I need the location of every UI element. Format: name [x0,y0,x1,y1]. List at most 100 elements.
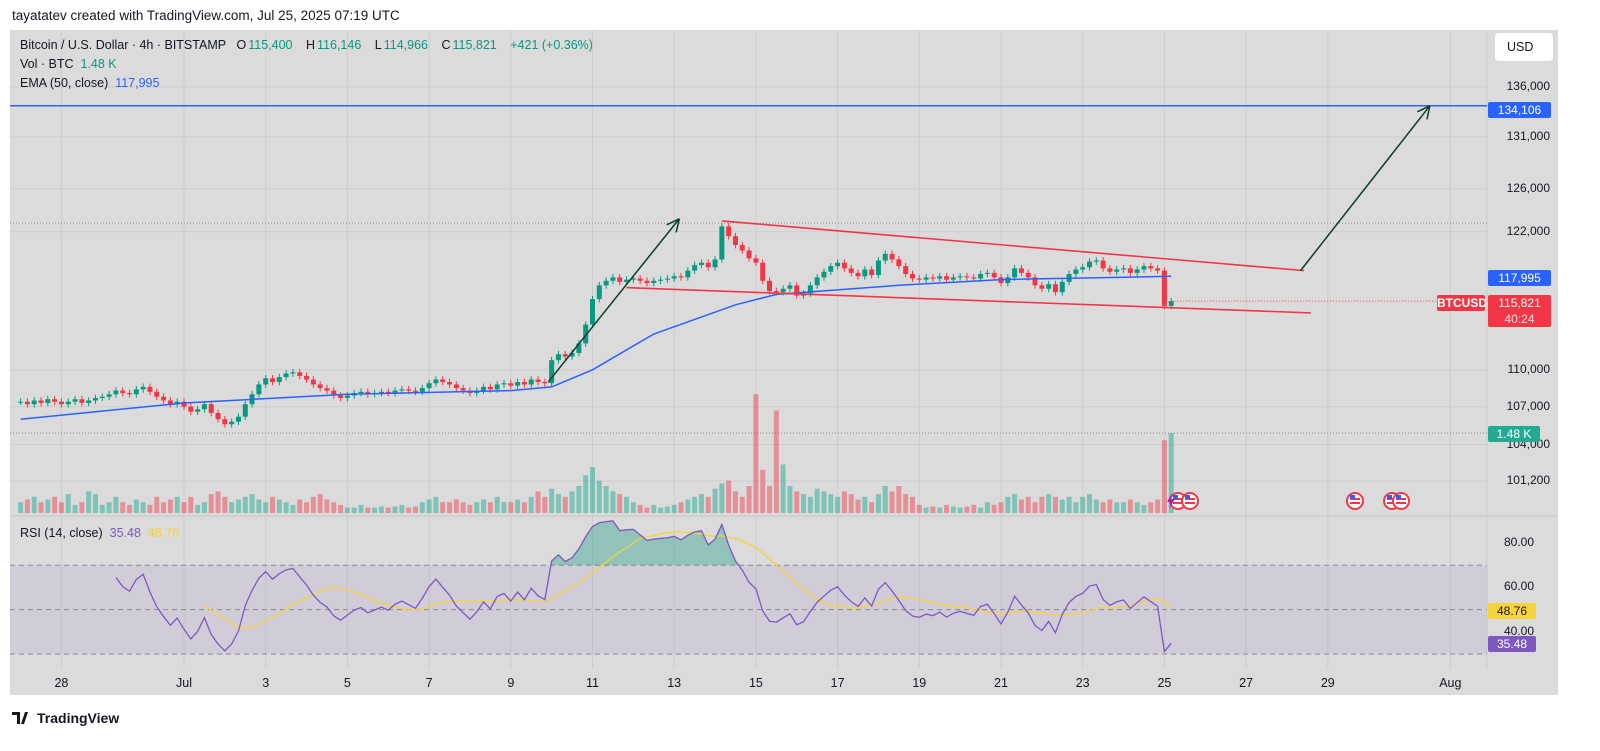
volume-bar [392,506,398,513]
flag-canton [1185,495,1190,499]
candle-body [433,379,439,384]
volume-bar [978,507,984,513]
volume-bar [433,496,439,513]
candle-body [644,280,650,284]
volume-bar [201,502,207,513]
time-tick-label: 13 [667,676,682,690]
candle-body [896,259,902,267]
volume-bar [875,494,881,513]
candle-body [617,277,623,282]
volume-bar [535,491,541,513]
candle-body [52,399,58,402]
candle-body [807,285,813,294]
volume-bar [474,502,480,513]
time-tick-label: 17 [830,676,845,690]
candle-body [392,390,398,394]
candle-body [651,280,657,284]
ema-value: 117,995 [115,76,160,90]
volume-bar [596,480,602,513]
ema-legend[interactable]: EMA (50, close) 117,995 [20,76,159,90]
high-label: H [305,38,316,52]
volume-bar [569,491,575,513]
time-tick-label: 25 [1157,676,1172,690]
volume-bar [1114,502,1120,513]
candle-body [746,250,752,259]
volume-bar [120,502,126,513]
candle-body [909,273,915,279]
candle-body [195,409,201,412]
volume-bar [787,486,793,513]
target-price-tag: 134,106 [1488,102,1551,118]
volume-bar [882,486,888,513]
volume-bar [79,502,85,513]
time-tick-label: 28 [54,676,69,690]
volume-bar [140,502,146,513]
close-label: C [441,38,451,52]
volume-bar [814,488,820,513]
volume-bar [45,499,51,513]
volume-bar [767,486,773,513]
candle-body [535,379,541,383]
volume-bar [562,496,568,513]
candle-body [494,384,500,390]
volume-bar [188,496,194,513]
candle-body [903,266,909,274]
candle-body [542,382,548,384]
rsi-tick-label: 40.00 [1503,623,1534,638]
volume-bar [930,506,936,513]
candle-body [38,400,44,403]
candle-body [208,404,214,413]
volume-bar [38,502,44,513]
volume-bar [862,496,868,513]
price-tick-label: 107,000 [1506,398,1550,413]
volume-bar [698,494,704,513]
volume-bar [215,491,221,513]
chart-panel[interactable] [10,30,1558,695]
last-price-tag: 115,821 40:24 [1488,295,1551,327]
candle-body [767,280,773,292]
currency-button[interactable]: USD [1495,33,1553,61]
volume-bar [780,464,786,513]
volume-bar [235,499,241,513]
time-tick-label: 21 [994,676,1008,690]
candle-body [140,386,146,390]
volume-bar [249,494,255,513]
volume-bar [828,494,834,513]
candle-body [338,395,344,398]
trendline [626,286,1311,314]
candle-body [31,400,37,405]
volume-bar [515,499,521,513]
candle-body [79,399,85,403]
rsi-legend[interactable]: RSI (14, close) 35.48 48.76 [20,526,179,540]
time-tick-label: 27 [1239,676,1254,690]
candle-body [378,391,384,394]
time-tick-label: 5 [343,676,351,690]
candle-body [583,324,589,344]
volume-bar [991,504,997,513]
volume-bar [290,504,296,513]
candle-body [685,270,691,278]
volume-bar [86,491,92,513]
volume-bar [399,504,405,513]
volume-bar [222,496,228,513]
flag-canton [1396,495,1401,499]
volume-bar [692,496,698,513]
tradingview-logo[interactable]: TradingView [12,710,119,726]
candle-body [1148,266,1154,269]
volume-bar [331,502,337,513]
volume-bar [310,496,316,513]
candle-body [603,280,609,286]
volume-bar [1100,502,1106,513]
volume-bar [916,504,922,513]
candle-body [215,412,221,420]
volume-bar [603,486,609,513]
candle-body [875,260,881,276]
volume-label: Vol · BTC [20,57,74,71]
candle-body [678,276,684,278]
open-value: 115,400 [248,38,293,52]
volume-legend[interactable]: Vol · BTC 1.48 K [20,57,117,71]
candle-body [399,389,405,391]
volume-bar [127,504,133,513]
